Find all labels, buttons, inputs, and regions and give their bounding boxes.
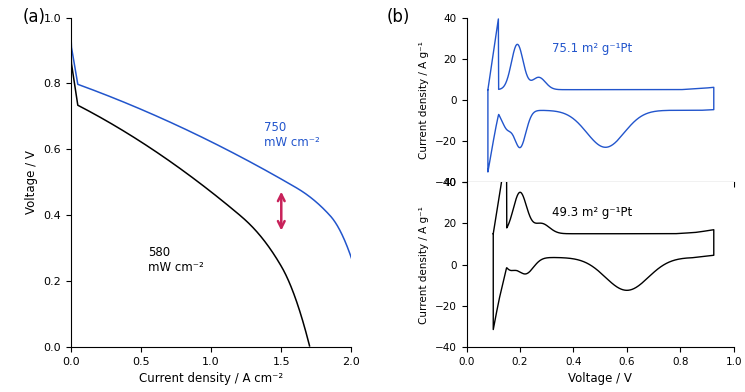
Text: 580
mW cm⁻²: 580 mW cm⁻² (148, 247, 203, 274)
Text: 75.1 m² g⁻¹Pt: 75.1 m² g⁻¹Pt (552, 42, 633, 55)
Text: 49.3 m² g⁻¹Pt: 49.3 m² g⁻¹Pt (552, 206, 633, 220)
X-axis label: Current density / A cm⁻²: Current density / A cm⁻² (139, 372, 283, 385)
Text: (a): (a) (23, 8, 46, 26)
Text: (b): (b) (387, 8, 410, 26)
Y-axis label: Voltage / V: Voltage / V (25, 151, 38, 214)
Y-axis label: Current density / A g⁻¹: Current density / A g⁻¹ (419, 41, 429, 159)
Y-axis label: Current density / A g⁻¹: Current density / A g⁻¹ (419, 206, 429, 323)
Text: 750
mW cm⁻²: 750 mW cm⁻² (264, 122, 320, 149)
X-axis label: Voltage / V: Voltage / V (568, 372, 632, 385)
